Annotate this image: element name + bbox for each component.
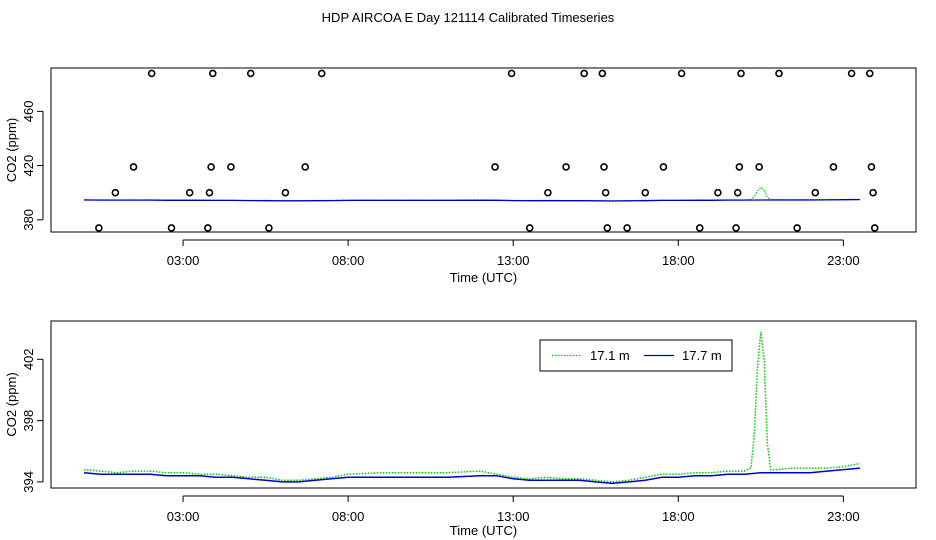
- calibration-point: [95, 224, 103, 232]
- bottom-panel: 03:00 08:00 13:00 18:00 23:00 Time (UTC) 394 39…: [4, 320, 917, 538]
- x-axis-label: Time (UTC): [450, 270, 517, 285]
- calibration-point: [246, 69, 255, 78]
- legend-label-17-1m: 17.1 m: [590, 348, 630, 363]
- calibration-point: [147, 69, 156, 78]
- series-line-17-7m: [83, 198, 860, 202]
- series-line-17-1m: [83, 331, 861, 483]
- y-axis-label: CO2 (ppm): [4, 118, 19, 182]
- calibration-point: [185, 188, 194, 197]
- x-tick-label: 13:00: [497, 253, 530, 268]
- legend-box: [539, 339, 733, 372]
- y-axis-label: CO2 (ppm): [4, 372, 19, 436]
- calibration-point: [603, 224, 612, 232]
- calibration-point: [600, 163, 608, 171]
- y-tick-label: 420: [21, 155, 36, 177]
- calibration-point: [732, 224, 740, 232]
- calibration-point: [301, 163, 310, 171]
- calibration-point: [755, 163, 763, 171]
- calibration-point: [204, 224, 212, 232]
- chart-title: HDP AIRCOA E Day 121114 Calibrated Times…: [322, 10, 615, 25]
- calibration-point: [111, 188, 120, 197]
- x-tick-label: 08:00: [332, 253, 365, 268]
- calibration-point: [793, 224, 801, 232]
- calibration-point: [847, 69, 856, 78]
- calibration-point: [317, 69, 326, 78]
- x-tick-label: 23:00: [827, 253, 860, 268]
- y-tick-label: 460: [21, 101, 36, 123]
- calibration-point: [281, 188, 290, 197]
- y-tick-label: 394: [21, 471, 36, 493]
- calibration-point: [865, 69, 874, 78]
- x-tick-label: 18:00: [662, 509, 695, 524]
- calibration-point: [580, 69, 588, 78]
- calibration-point: [867, 163, 876, 171]
- y-tick-label: 398: [21, 410, 36, 432]
- calibration-point: [207, 163, 215, 171]
- calibration-point: [601, 188, 610, 197]
- calibration-point: [208, 69, 217, 78]
- calibration-point: [811, 188, 820, 197]
- calibration-point: [562, 163, 570, 171]
- y-tick-label: 380: [21, 209, 36, 231]
- calibration-point: [829, 163, 838, 171]
- calibration-point: [870, 224, 879, 232]
- x-tick-label: 18:00: [662, 253, 695, 268]
- calibration-point: [525, 224, 534, 232]
- calibration-point: [507, 69, 516, 78]
- legend-label-17-7m: 17.7 m: [682, 348, 722, 363]
- calibration-point: [733, 188, 742, 197]
- y-tick-label: 402: [21, 348, 36, 370]
- calibration-point: [265, 224, 273, 232]
- x-tick-label: 03:00: [167, 253, 200, 268]
- calibration-point: [598, 69, 607, 78]
- calibration-point: [491, 163, 499, 171]
- x-tick-label: 23:00: [827, 509, 860, 524]
- series-line-17-1m: [83, 186, 860, 202]
- calibration-point: [735, 163, 744, 171]
- x-tick-label: 08:00: [332, 509, 365, 524]
- x-tick-label: 03:00: [167, 509, 200, 524]
- calibration-point: [129, 163, 138, 171]
- calibration-point: [677, 69, 686, 78]
- x-axis-label: Time (UTC): [450, 523, 517, 538]
- plot-frame: [50, 320, 917, 489]
- calibration-point: [775, 69, 783, 78]
- calibration-point: [167, 224, 176, 232]
- calibration-point: [659, 163, 668, 171]
- top-panel: 03:00 08:00 13:00 18:00 23:00 Time (UTC) 380 42…: [4, 67, 917, 285]
- calibration-point: [205, 188, 214, 197]
- x-tick-label: 13:00: [497, 509, 530, 524]
- series-line-17-7m: [83, 467, 860, 485]
- calibration-point: [227, 163, 235, 171]
- plot-frame: [50, 67, 917, 233]
- calibration-point: [623, 224, 631, 232]
- calibration-point: [695, 224, 704, 232]
- calibration-point: [869, 188, 877, 197]
- calibration-point: [544, 188, 552, 197]
- calibration-point: [714, 188, 722, 197]
- calibration-point: [641, 188, 650, 197]
- legend: 17.1 m 17.7 m: [539, 339, 733, 372]
- calibration-point: [737, 69, 745, 78]
